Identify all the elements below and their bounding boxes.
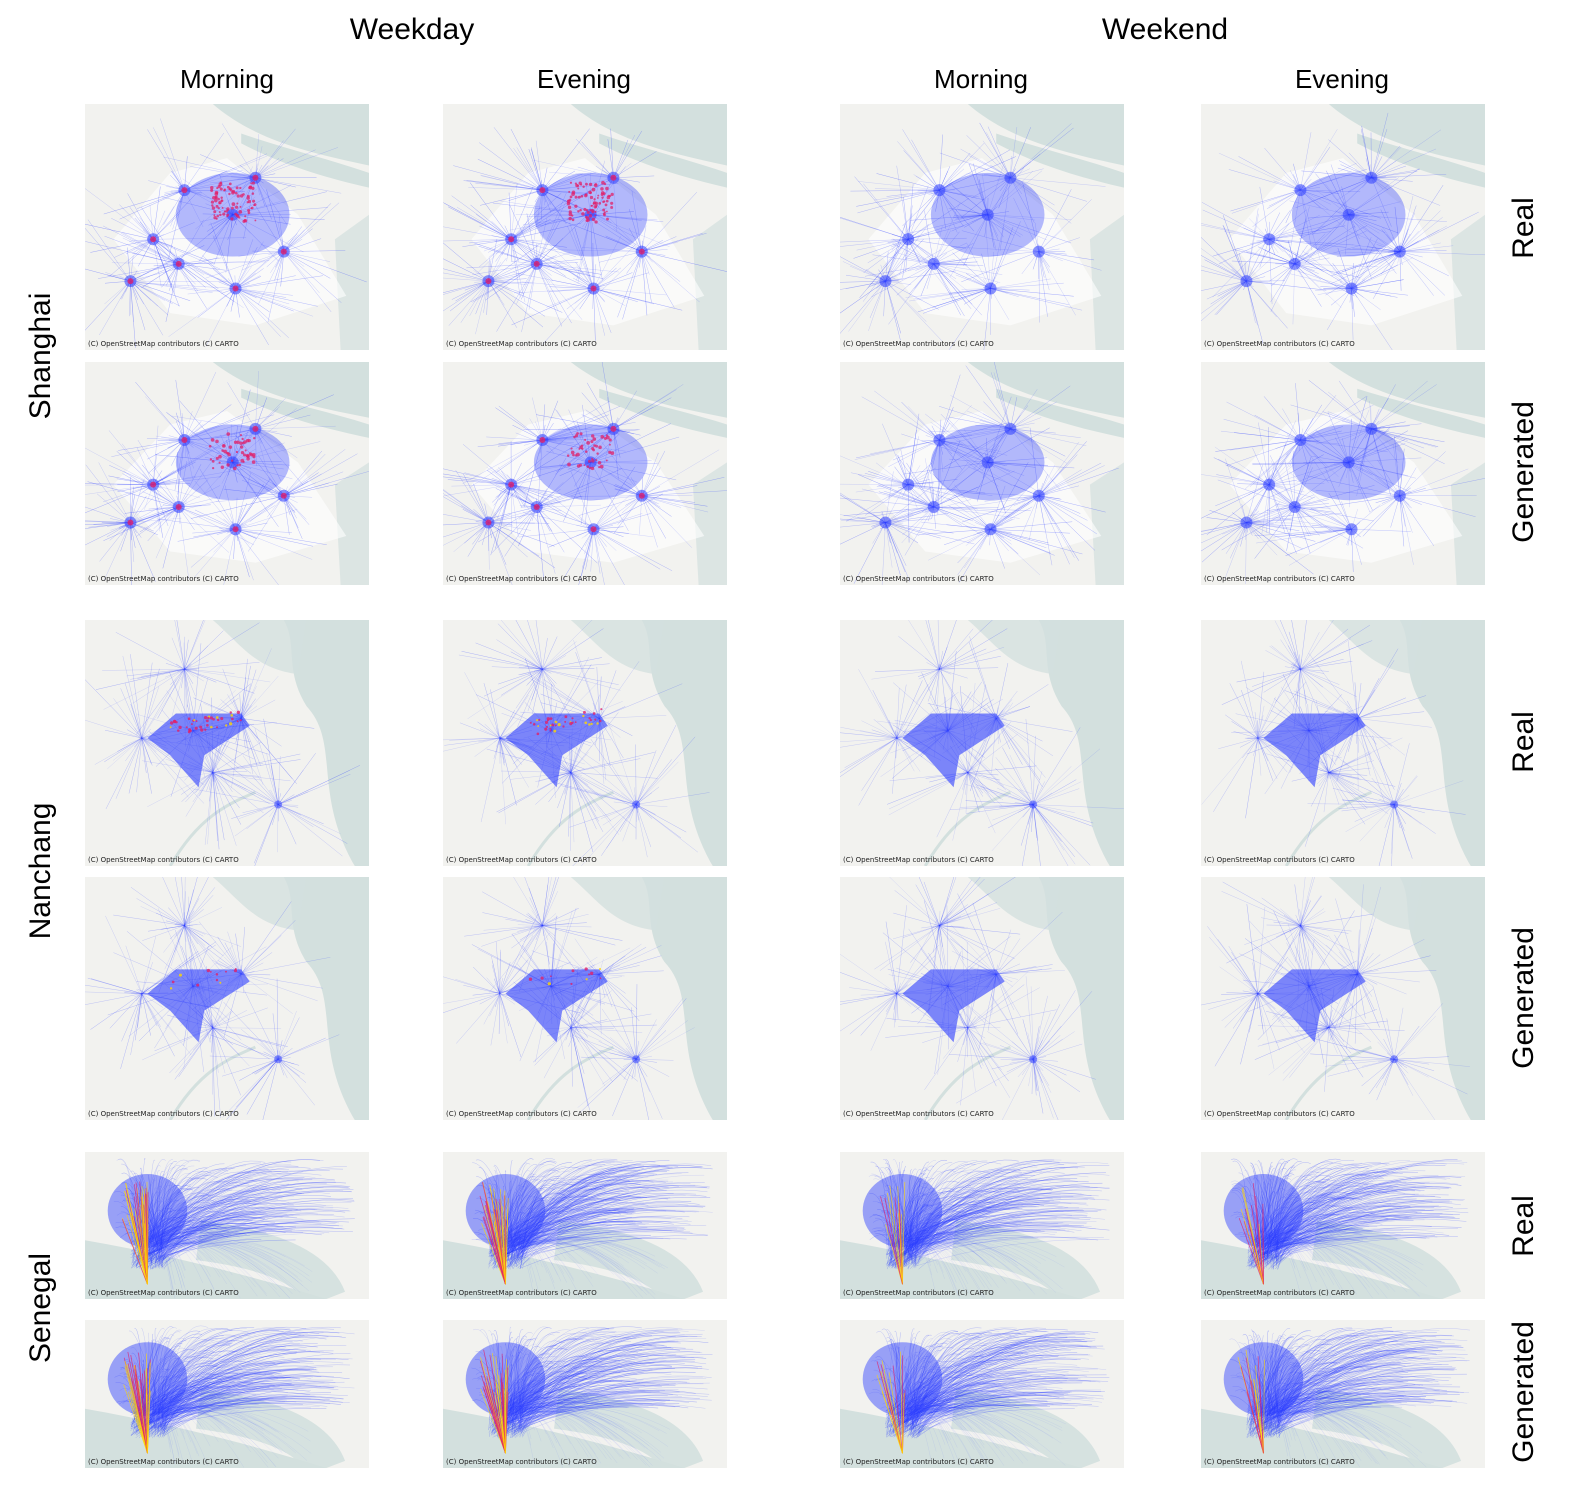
map-attribution: (C) OpenStreetMap contributors (C) CARTO [1204,1110,1355,1118]
flow-map-graphic [85,620,369,866]
map-attribution: (C) OpenStreetMap contributors (C) CARTO [1204,856,1355,864]
map-attribution: (C) OpenStreetMap contributors (C) CARTO [88,856,239,864]
row-label-senegal-real: Real [1507,1195,1540,1257]
map-attribution: (C) OpenStreetMap contributors (C) CARTO [843,856,994,864]
map-nanchang-weekend-morning-real: (C) OpenStreetMap contributors (C) CARTO [840,620,1124,866]
map-shanghai-weekend-evening-real: (C) OpenStreetMap contributors (C) CARTO [1201,104,1485,350]
map-attribution: (C) OpenStreetMap contributors (C) CARTO [843,1289,994,1297]
flow-map-graphic [85,1320,369,1468]
group-title-weekday: Weekday [349,13,475,46]
map-attribution: (C) OpenStreetMap contributors (C) CARTO [1204,575,1355,583]
flow-map-graphic [443,620,727,866]
map-nanchang-weekday-morning-real: (C) OpenStreetMap contributors (C) CARTO [85,620,369,866]
column-title-weekend-evening: Evening [1295,64,1389,94]
flow-map-graphic [1201,104,1485,350]
map-senegal-weekday-evening-generated: (C) OpenStreetMap contributors (C) CARTO [443,1320,727,1468]
map-attribution: (C) OpenStreetMap contributors (C) CARTO [88,1110,239,1118]
map-senegal-weekday-morning-generated: (C) OpenStreetMap contributors (C) CARTO [85,1320,369,1468]
map-attribution: (C) OpenStreetMap contributors (C) CARTO [843,1110,994,1118]
map-nanchang-weekday-morning-generated: (C) OpenStreetMap contributors (C) CARTO [85,877,369,1120]
map-shanghai-weekday-evening-generated: (C) OpenStreetMap contributors (C) CARTO [443,362,727,585]
map-attribution: (C) OpenStreetMap contributors (C) CARTO [1204,1458,1355,1466]
map-attribution: (C) OpenStreetMap contributors (C) CARTO [843,575,994,583]
flow-map-graphic [443,104,727,350]
flow-map-graphic [840,104,1124,350]
row-label-senegal-generated: Generated [1507,1321,1540,1463]
map-senegal-weekday-evening-real: (C) OpenStreetMap contributors (C) CARTO [443,1152,727,1299]
map-attribution: (C) OpenStreetMap contributors (C) CARTO [1204,1289,1355,1297]
map-senegal-weekend-evening-generated: (C) OpenStreetMap contributors (C) CARTO [1201,1320,1485,1468]
city-label-nanchang: Nanchang [24,802,57,940]
flow-map-graphic [85,104,369,350]
map-senegal-weekend-morning-real: (C) OpenStreetMap contributors (C) CARTO [840,1152,1124,1299]
map-attribution: (C) OpenStreetMap contributors (C) CARTO [88,340,239,348]
map-attribution: (C) OpenStreetMap contributors (C) CARTO [88,1458,239,1466]
map-nanchang-weekend-evening-generated: (C) OpenStreetMap contributors (C) CARTO [1201,877,1485,1120]
flow-map-graphic [443,362,727,585]
flow-map-graphic [1201,877,1485,1120]
row-label-shanghai-real: Real [1507,197,1540,259]
flow-map-graphic [85,877,369,1120]
map-nanchang-weekend-morning-generated: (C) OpenStreetMap contributors (C) CARTO [840,877,1124,1120]
map-senegal-weekday-morning-real: (C) OpenStreetMap contributors (C) CARTO [85,1152,369,1299]
row-label-shanghai-generated: Generated [1507,401,1540,543]
map-attribution: (C) OpenStreetMap contributors (C) CARTO [1204,340,1355,348]
flow-map-graphic [1201,1152,1485,1299]
map-senegal-weekend-morning-generated: (C) OpenStreetMap contributors (C) CARTO [840,1320,1124,1468]
column-title-weekday-morning: Morning [180,64,274,94]
group-title-weekend: Weekend [1101,13,1229,46]
flow-map-graphic [443,1320,727,1468]
flow-map-graphic [1201,1320,1485,1468]
map-shanghai-weekend-morning-generated: (C) OpenStreetMap contributors (C) CARTO [840,362,1124,585]
map-nanchang-weekday-evening-generated: (C) OpenStreetMap contributors (C) CARTO [443,877,727,1120]
flow-map-graphic [840,1152,1124,1299]
flow-map-graphic [443,877,727,1120]
map-shanghai-weekday-morning-generated: (C) OpenStreetMap contributors (C) CARTO [85,362,369,585]
city-label-shanghai: Shanghai [24,292,57,420]
map-attribution: (C) OpenStreetMap contributors (C) CARTO [446,1458,597,1466]
flow-map-graphic [85,362,369,585]
flow-map-graphic [85,1152,369,1299]
flow-map-graphic [840,1320,1124,1468]
flow-map-graphic [443,1152,727,1299]
column-title-weekend-morning: Morning [934,64,1028,94]
map-attribution: (C) OpenStreetMap contributors (C) CARTO [446,1110,597,1118]
map-attribution: (C) OpenStreetMap contributors (C) CARTO [88,575,239,583]
flow-map-graphic [840,877,1124,1120]
map-senegal-weekend-evening-real: (C) OpenStreetMap contributors (C) CARTO [1201,1152,1485,1299]
map-attribution: (C) OpenStreetMap contributors (C) CARTO [88,1289,239,1297]
flow-map-graphic [840,362,1124,585]
map-shanghai-weekend-morning-real: (C) OpenStreetMap contributors (C) CARTO [840,104,1124,350]
map-attribution: (C) OpenStreetMap contributors (C) CARTO [446,575,597,583]
row-label-nanchang-generated: Generated [1507,927,1540,1069]
map-shanghai-weekend-evening-generated: (C) OpenStreetMap contributors (C) CARTO [1201,362,1485,585]
flow-map-graphic [840,620,1124,866]
map-attribution: (C) OpenStreetMap contributors (C) CARTO [843,1458,994,1466]
map-attribution: (C) OpenStreetMap contributors (C) CARTO [446,856,597,864]
map-nanchang-weekday-evening-real: (C) OpenStreetMap contributors (C) CARTO [443,620,727,866]
map-attribution: (C) OpenStreetMap contributors (C) CARTO [446,340,597,348]
flow-map-graphic [1201,620,1485,866]
city-label-senegal: Senegal [24,1252,57,1364]
row-label-nanchang-real: Real [1507,711,1540,773]
map-attribution: (C) OpenStreetMap contributors (C) CARTO [446,1289,597,1297]
map-attribution: (C) OpenStreetMap contributors (C) CARTO [843,340,994,348]
map-shanghai-weekday-evening-real: (C) OpenStreetMap contributors (C) CARTO [443,104,727,350]
column-title-weekday-evening: Evening [537,64,631,94]
flow-map-graphic [1201,362,1485,585]
map-nanchang-weekend-evening-real: (C) OpenStreetMap contributors (C) CARTO [1201,620,1485,866]
map-shanghai-weekday-morning-real: (C) OpenStreetMap contributors (C) CARTO [85,104,369,350]
